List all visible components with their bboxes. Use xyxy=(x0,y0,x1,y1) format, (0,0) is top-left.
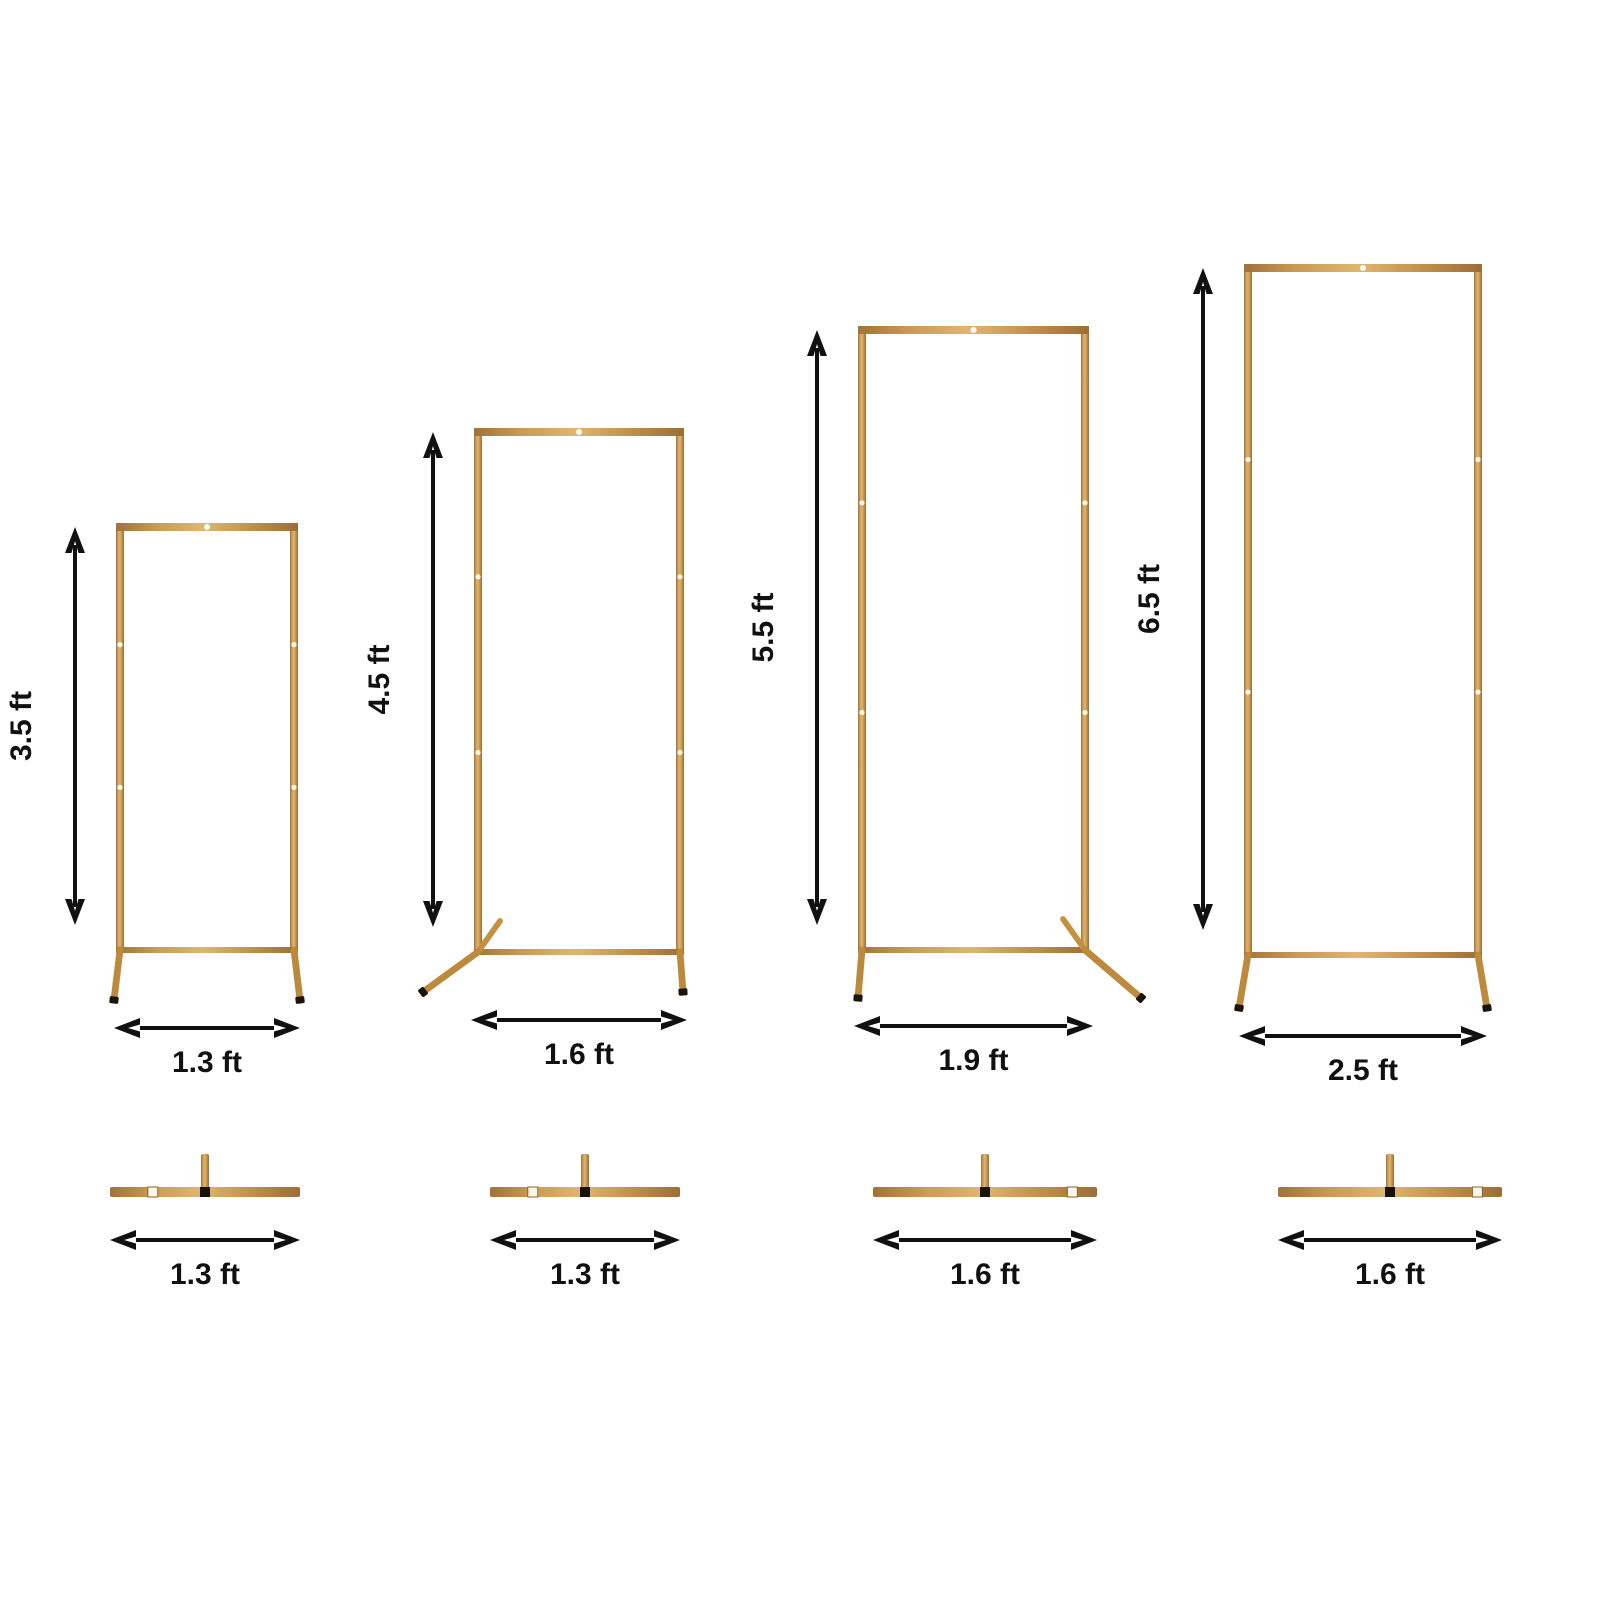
svg-text:1.3 ft: 1.3 ft xyxy=(172,1046,242,1079)
svg-text:5.5 ft: 5.5 ft xyxy=(747,592,780,662)
svg-text:3.5 ft: 3.5 ft xyxy=(5,691,38,761)
svg-text:1.6 ft: 1.6 ft xyxy=(950,1258,1020,1291)
svg-text:2.5 ft: 2.5 ft xyxy=(1328,1054,1398,1087)
svg-text:1.3 ft: 1.3 ft xyxy=(550,1258,620,1291)
svg-text:1.9 ft: 1.9 ft xyxy=(938,1044,1008,1077)
svg-text:6.5 ft: 6.5 ft xyxy=(1133,564,1166,634)
svg-text:1.6 ft: 1.6 ft xyxy=(1355,1258,1425,1291)
svg-text:1.3 ft: 1.3 ft xyxy=(170,1258,240,1291)
svg-text:4.5 ft: 4.5 ft xyxy=(363,644,396,714)
svg-text:1.6 ft: 1.6 ft xyxy=(544,1038,614,1071)
